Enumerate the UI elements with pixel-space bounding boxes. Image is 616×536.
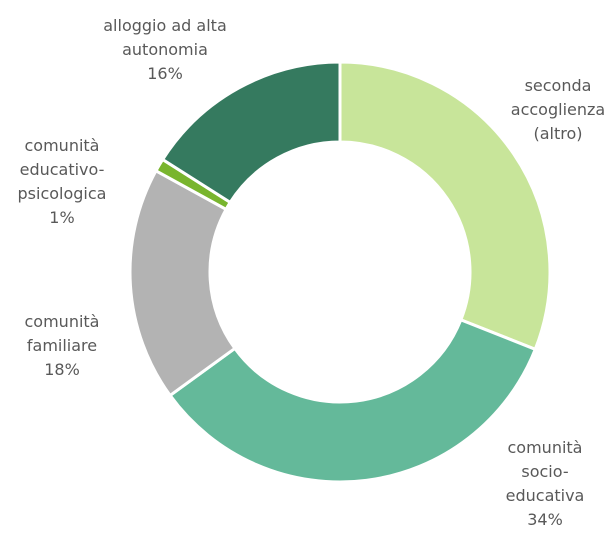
value-label: 16% [147,64,183,83]
donut-segment [338,60,552,352]
segment-label: comunità educativo-psicologica 1% [10,134,114,230]
segment-label: comunità socio-educativa 34% [486,436,604,532]
value-label: 18% [44,360,80,379]
segment-label: comunità familiare 18% [6,310,118,382]
donut-segment [160,60,342,205]
category-name: seconda accoglienza (altro) [510,76,606,143]
category-name: alloggio ad alta autonomia [103,16,227,59]
value-label: 34% [527,510,563,529]
segment-label: seconda accoglienza (altro) [500,74,616,146]
category-name: comunità socio-educativa [505,438,585,505]
donut-segment [168,317,538,484]
value-label: 1% [49,208,75,227]
segment-label: alloggio ad alta autonomia 16% [100,14,230,86]
category-name: comunità familiare [24,312,100,355]
category-name: comunità educativo-psicologica [17,136,107,203]
